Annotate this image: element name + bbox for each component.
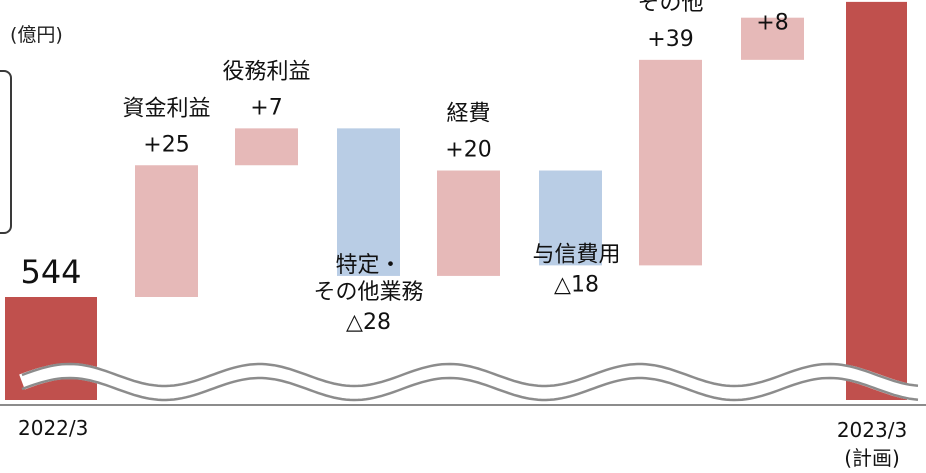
bar-start-total [5, 297, 97, 400]
data-label-start: 544 [20, 253, 81, 291]
data-label-step-4: +20 [445, 138, 491, 163]
category-label-step-5-1: 与信費用 [532, 242, 620, 267]
data-label-step-5: △18 [554, 272, 599, 297]
bar-end-total [846, 1, 907, 400]
data-label-step-2: +7 [250, 95, 282, 120]
category-label-step-3-1: 特定・ [335, 253, 401, 278]
bar-step-1 [135, 165, 198, 297]
category-label-step-3-2: その他業務 [313, 280, 423, 305]
bar-step-4 [437, 170, 500, 276]
bar-step-7 [741, 17, 804, 60]
bar-step-3 [337, 128, 400, 276]
x-label-end-sub: (計画) [844, 446, 900, 470]
data-label-step-6: +39 [647, 27, 693, 52]
x-label-end-period: 2023/3 [836, 418, 908, 442]
category-label-step-1-1: 資金利益 [122, 96, 210, 121]
bar-step-2 [235, 128, 298, 166]
bar-step-6 [639, 59, 702, 266]
data-label-step-1: +25 [143, 132, 189, 157]
data-label-step-7: +8 [756, 11, 788, 36]
data-label-step-3: △28 [346, 310, 391, 335]
unit-label: (億円) [10, 24, 63, 46]
axis-break-line-upper [21, 362, 919, 388]
x-label-end: 2023/3 (計画) [822, 416, 922, 472]
category-label-step-2-1: 役務利益 [222, 59, 310, 84]
bar-step-5 [539, 170, 602, 266]
axis-break-line-lower [21, 376, 919, 402]
x-label-start: 2022/3 [18, 416, 89, 440]
axis-break-band [19, 362, 919, 402]
side-tab [0, 70, 12, 234]
category-label-step-6-1: その他 [637, 0, 703, 16]
category-label-step-4-1: 経費 [446, 102, 490, 127]
